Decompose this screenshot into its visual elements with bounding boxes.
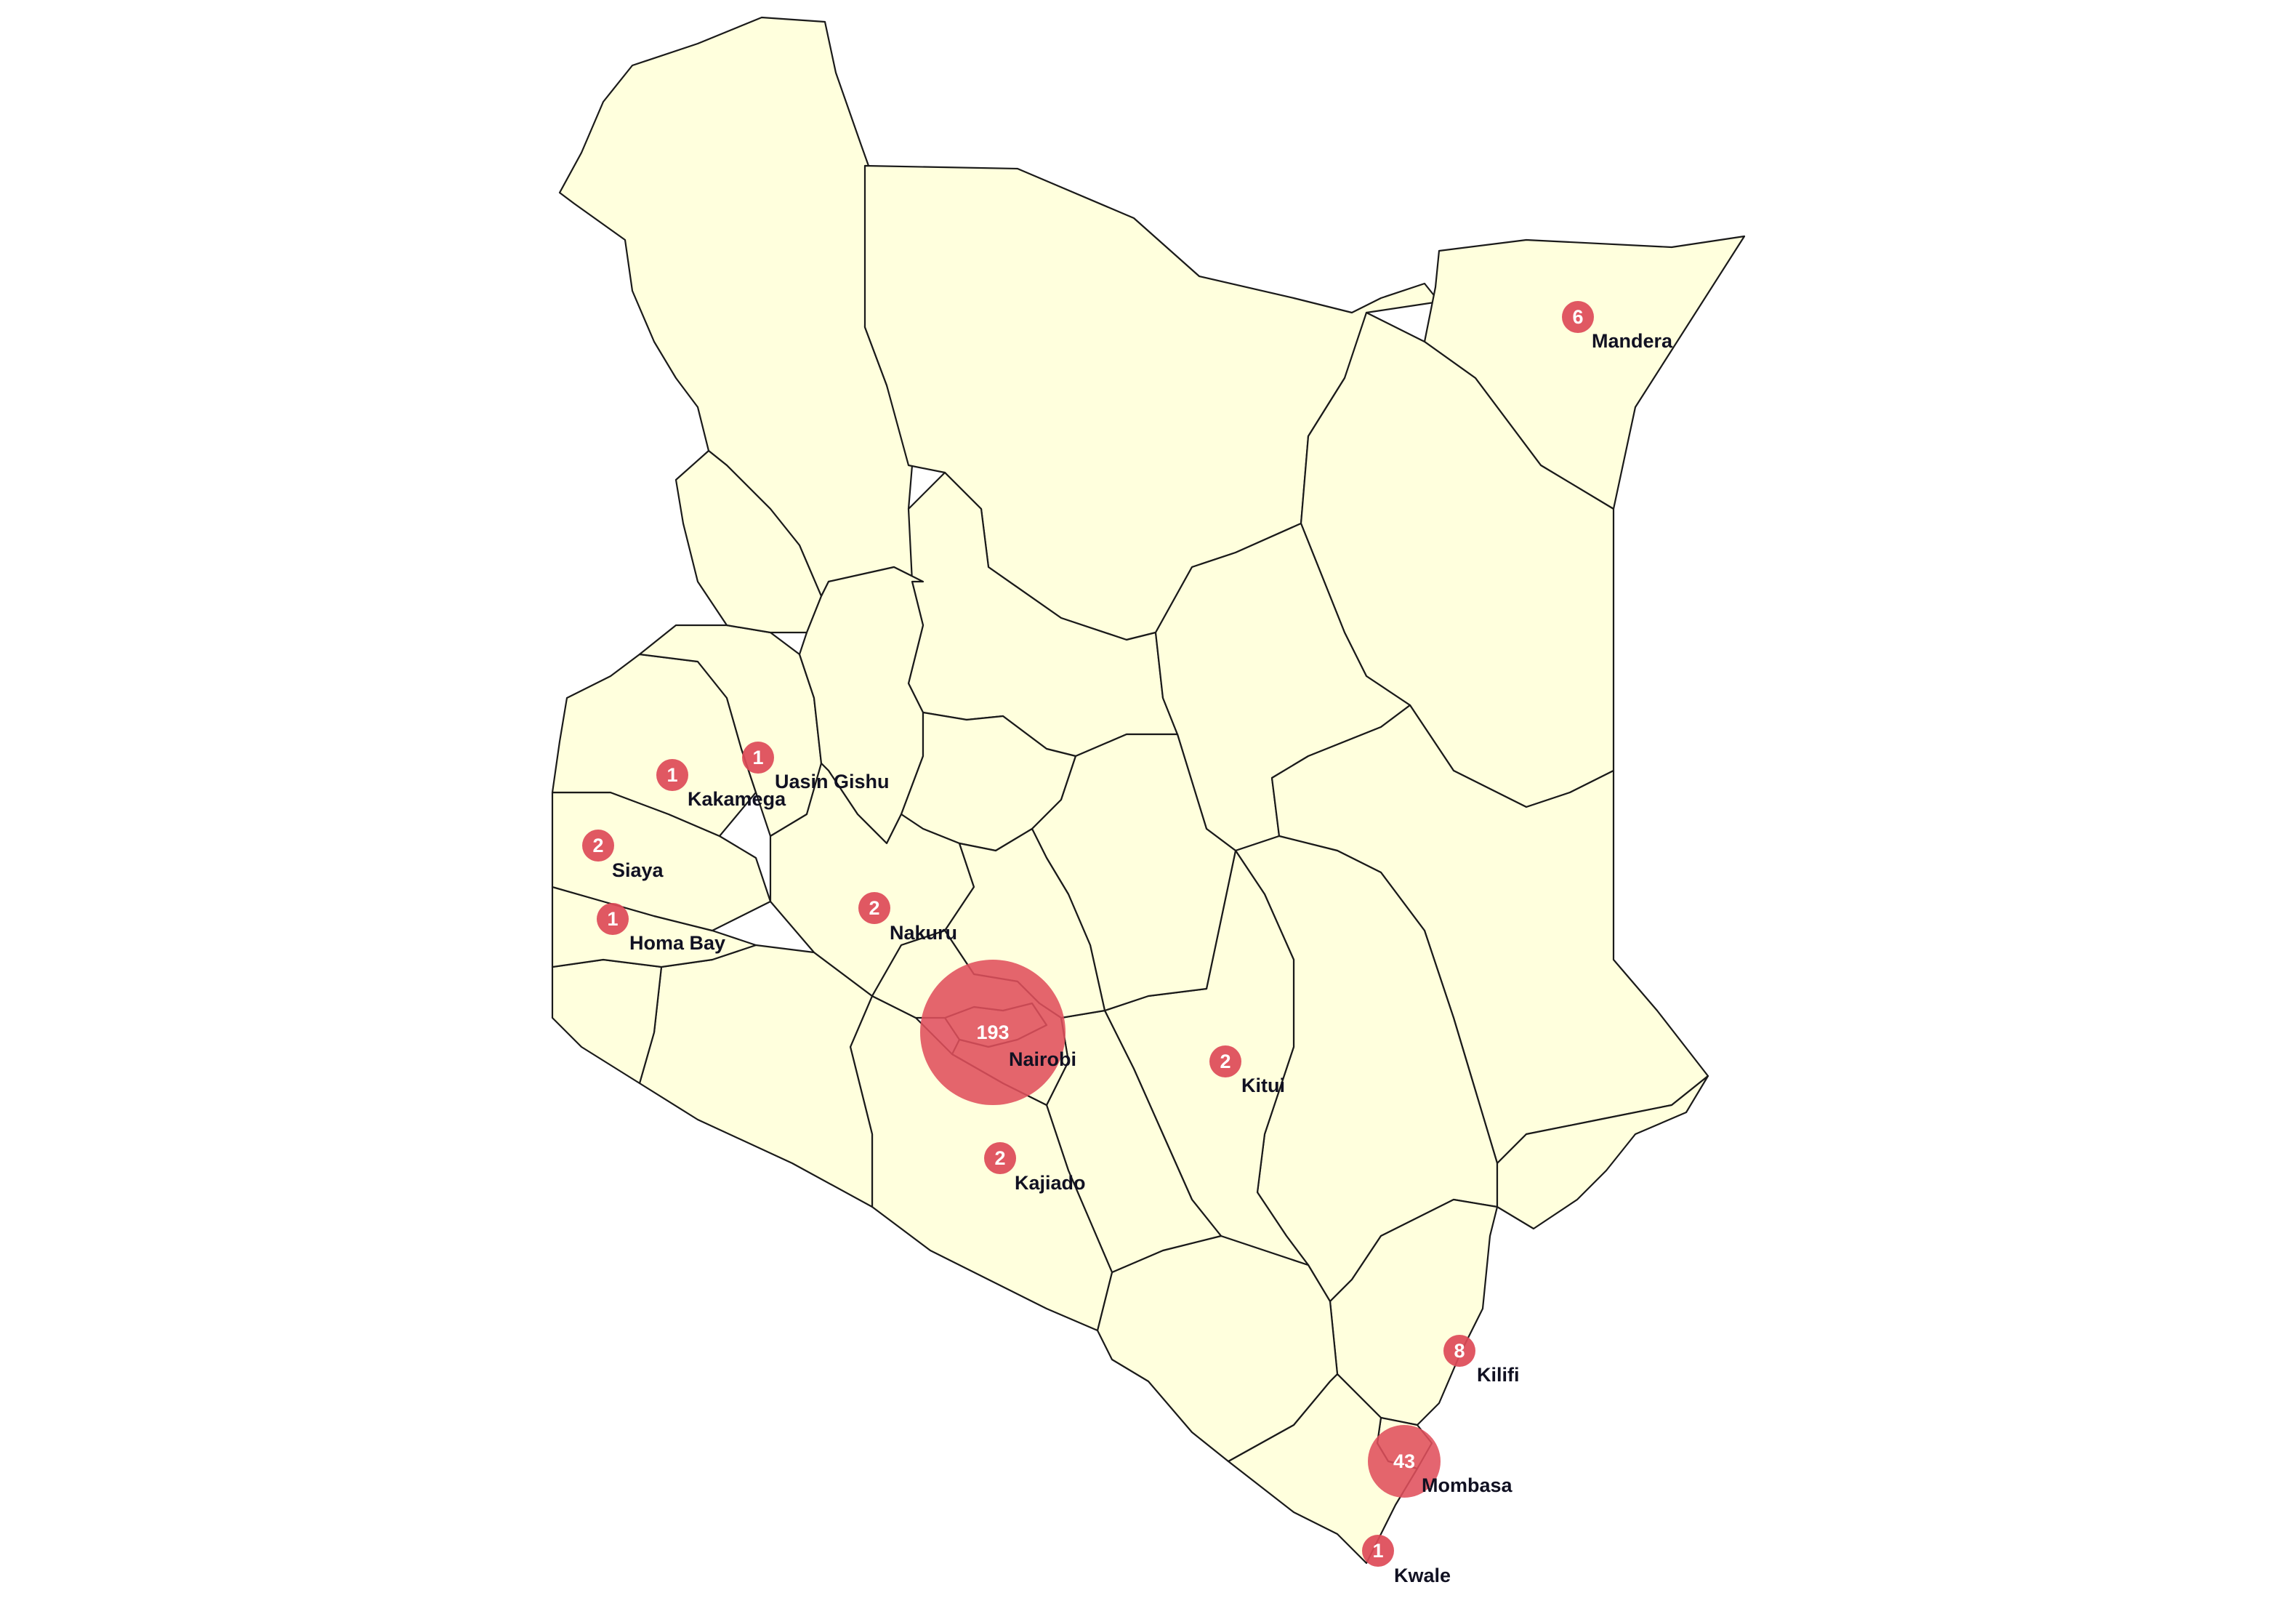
case-bubble[interactable] [1443, 1335, 1475, 1367]
case-count: 1 [752, 747, 763, 768]
county-label: Nairobi [1009, 1048, 1076, 1070]
county-label: Homa Bay [629, 932, 725, 954]
marker-homa-bay[interactable]: 1 Homa Bay [597, 903, 725, 954]
county-label: Kajiado [1015, 1172, 1086, 1194]
marker-nakuru[interactable]: 2 Nakuru [858, 892, 957, 944]
case-count: 2 [1220, 1051, 1230, 1072]
case-bubble[interactable] [1209, 1045, 1241, 1077]
county-label: Kilifi [1477, 1364, 1520, 1386]
case-count: 2 [994, 1147, 1005, 1169]
marker-kajiado[interactable]: 2 Kajiado [984, 1142, 1086, 1194]
case-bubble[interactable] [582, 830, 614, 862]
county-label: Nakuru [890, 922, 957, 944]
county-region-west-pokot[interactable] [674, 449, 823, 634]
county-label: Uasin Gishu [775, 771, 890, 792]
case-bubble[interactable] [984, 1142, 1016, 1174]
case-markers: 6 Mandera 1 Uasin Gishu 1 Kakamega 2 Siaya 1 Homa… [582, 301, 1673, 1586]
case-bubble[interactable] [1562, 301, 1594, 333]
marker-kakamega[interactable]: 1 Kakamega [656, 759, 786, 810]
county-label: Kwale [1394, 1565, 1451, 1586]
case-count: 1 [607, 908, 618, 930]
county-label: Kakamega [688, 788, 786, 810]
county-label: Mombasa [1422, 1474, 1513, 1496]
county-region-migori[interactable] [551, 958, 663, 1085]
case-bubble[interactable] [858, 892, 890, 924]
case-count: 43 [1393, 1450, 1415, 1472]
county-region-narok[interactable] [638, 944, 874, 1208]
case-count: 1 [1372, 1540, 1383, 1562]
county-label: Mandera [1592, 330, 1673, 352]
case-count: 2 [869, 897, 879, 919]
case-count: 2 [592, 835, 603, 856]
marker-mombasa[interactable]: 43 Mombasa [1368, 1425, 1513, 1498]
marker-kitui[interactable]: 2 Kitui [1209, 1045, 1285, 1096]
case-count: 6 [1572, 306, 1583, 328]
marker-uasin-gishu[interactable]: 1 Uasin Gishu [742, 742, 890, 792]
case-bubble[interactable] [656, 759, 688, 791]
case-bubble[interactable] [1368, 1425, 1441, 1498]
case-bubble[interactable] [1362, 1535, 1394, 1567]
case-bubble[interactable] [742, 742, 774, 774]
marker-kwale[interactable]: 1 Kwale [1362, 1535, 1451, 1586]
county-label: Siaya [612, 859, 664, 881]
marker-mandera[interactable]: 6 Mandera [1562, 301, 1673, 352]
marker-siaya[interactable]: 2 Siaya [582, 830, 664, 881]
county-label: Kitui [1241, 1075, 1285, 1096]
case-count: 1 [666, 764, 677, 786]
case-bubble[interactable] [920, 960, 1066, 1105]
case-count: 8 [1454, 1340, 1465, 1362]
marker-kilifi[interactable]: 8 Kilifi [1443, 1335, 1520, 1386]
county-region-lamu[interactable] [1496, 1075, 1709, 1230]
case-count: 193 [976, 1021, 1009, 1043]
case-bubble[interactable] [597, 903, 629, 935]
